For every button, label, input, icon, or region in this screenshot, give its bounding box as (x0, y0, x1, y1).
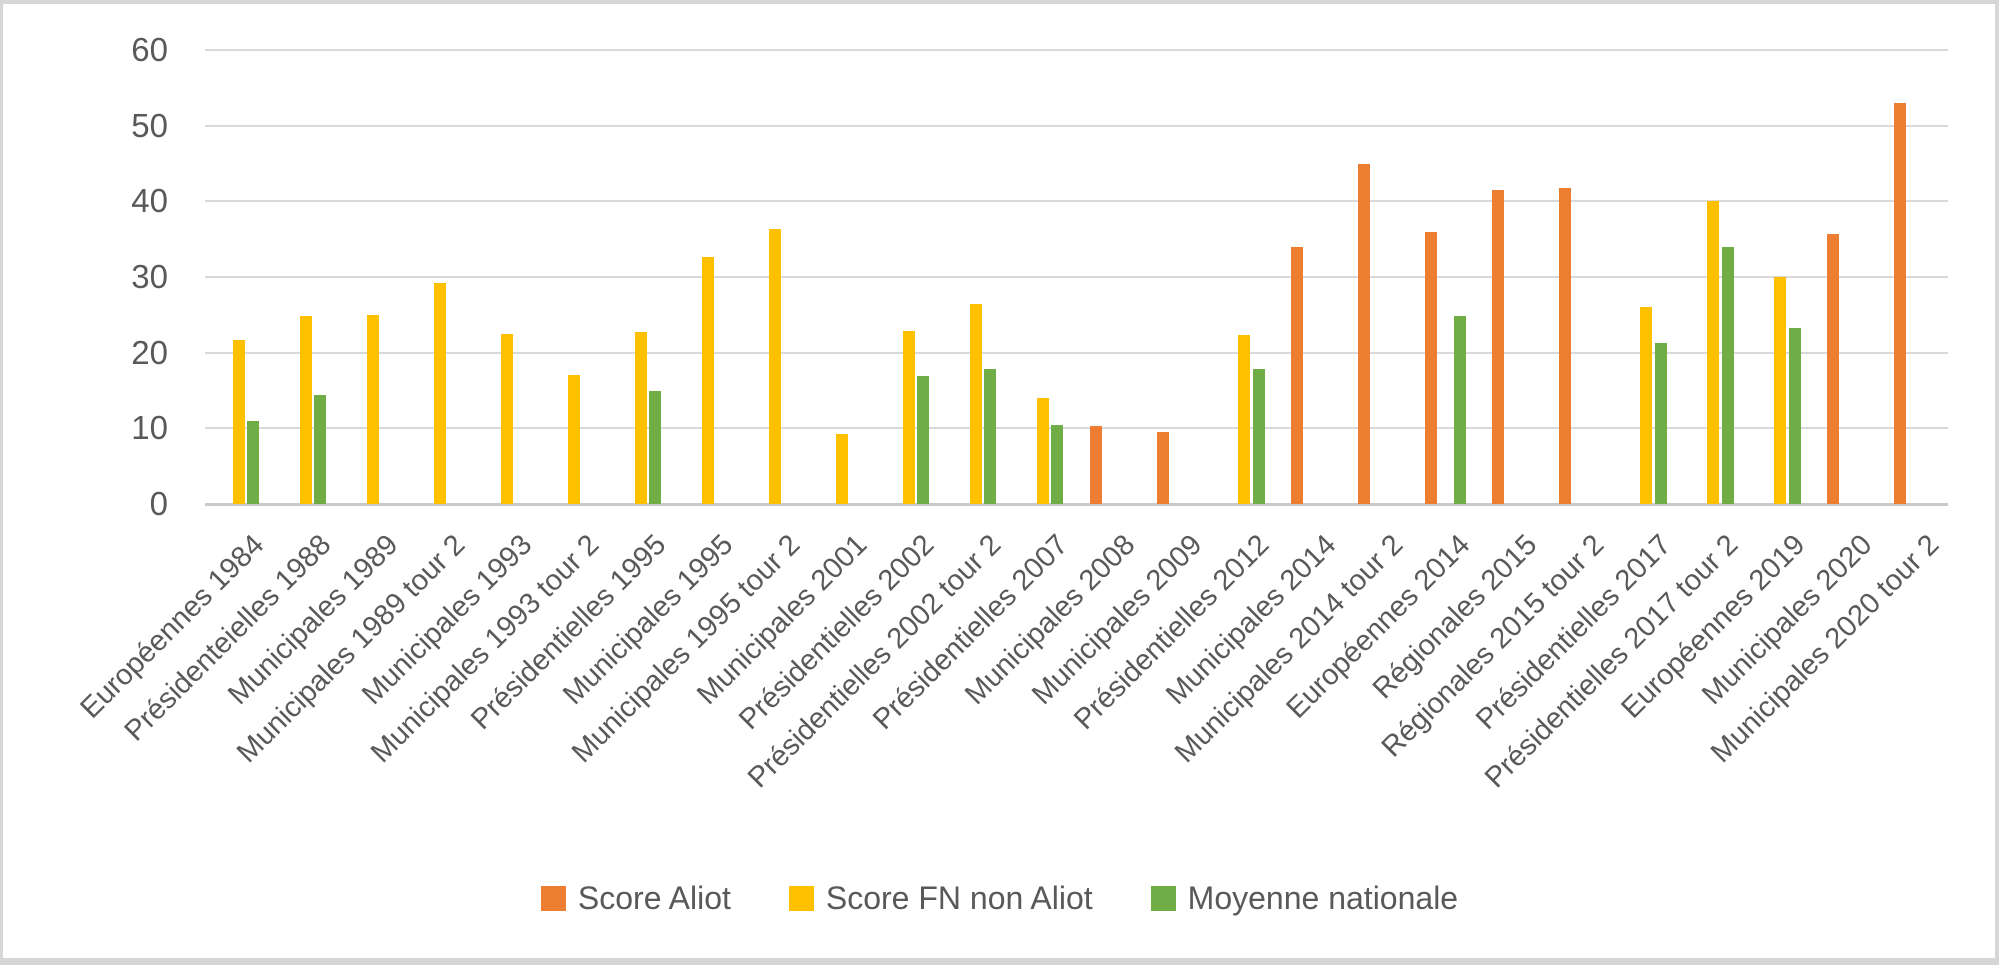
y-axis-label-40: 40 (131, 182, 168, 220)
legend-swatch-score-fn-non-aliot (788, 885, 814, 911)
frame-top (0, 0, 1999, 4)
bar-moyenne-nationale-pr-sidentielles-2017 (1654, 342, 1667, 504)
legend-item-score-fn-non-aliot: Score FN non Aliot (788, 879, 1093, 917)
bar-moyenne-nationale-pr-sidentielles-2002 (917, 376, 930, 504)
bar-moyenne-nationale-pr-sidentielles-2012 (1252, 368, 1265, 504)
bar-score-fn-non-aliot-pr-sidentielles-2002-tour-2 (969, 304, 982, 504)
y-axis-label-0: 0 (149, 485, 168, 522)
x-axis-line (205, 503, 1948, 506)
bar-score-fn-non-aliot-pr-sidentielles-2007 (1036, 398, 1049, 504)
frame-bottom (0, 958, 1999, 965)
bar-score-fn-non-aliot-municipales-1989-tour-2 (433, 283, 446, 504)
bar-score-aliot-municipales-2008 (1089, 426, 1102, 504)
bar-score-aliot-municipales-2014 (1290, 246, 1303, 504)
y-axis-label-30: 30 (131, 258, 168, 295)
gridline-50 (205, 124, 1948, 127)
bar-score-fn-non-aliot-municipales-1995-tour-2 (768, 229, 781, 504)
y-axis-label-20: 20 (131, 333, 168, 371)
bar-score-fn-non-aliot-municipales-1995 (701, 257, 714, 504)
bar-score-fn-non-aliot-pr-sidentielles-2017 (1640, 307, 1653, 504)
y-axis-label-60: 60 (131, 31, 168, 68)
bar-moyenne-nationale-pr-sidentielles-1995 (649, 390, 662, 504)
frame-left (0, 0, 3, 965)
bar-score-aliot-municipales-2009 (1156, 432, 1169, 504)
bar-moyenne-nationale-pr-sidentielles-2007 (1051, 425, 1064, 504)
bar-score-fn-non-aliot-pr-sidentielles-2012 (1238, 334, 1251, 504)
bar-score-aliot-municipales-2014-tour-2 (1357, 163, 1370, 504)
legend-item-score-aliot: Score Aliot (540, 879, 731, 917)
bar-score-aliot-r-gionales-2015 (1491, 189, 1504, 504)
bar-moyenne-nationale-pr-sidenteielles-1988 (314, 395, 327, 504)
bar-score-fn-non-aliot-municipales-1993 (500, 333, 513, 504)
legend-swatch-moyenne-nationale (1150, 885, 1176, 911)
legend-item-moyenne-nationale: Moyenne nationale (1150, 879, 1459, 917)
bar-moyenne-nationale-pr-sidentielles-2002-tour-2 (984, 369, 997, 504)
gridline-10 (205, 427, 1948, 430)
gridline-60 (205, 49, 1948, 51)
bar-score-fn-non-aliot-pr-sidentielles-1995 (634, 332, 647, 504)
bar-score-aliot-municipales-2020-tour-2 (1893, 102, 1906, 504)
bar-score-fn-non-aliot-municipales-1993-tour-2 (567, 375, 580, 504)
bar-score-fn-non-aliot-europ-ennes-2019 (1774, 277, 1787, 504)
legend-label-score-aliot: Score Aliot (577, 879, 731, 916)
gridline-30 (205, 276, 1948, 278)
bar-score-aliot-europ-ennes-2014 (1424, 232, 1437, 504)
legend-label-score-fn-non-aliot: Score FN non Aliot (825, 879, 1093, 916)
frame-right (1995, 0, 1999, 965)
bar-score-fn-non-aliot-europ-ennes-1984 (232, 339, 245, 504)
bar-score-fn-non-aliot-pr-sidentielles-2017-tour-2 (1707, 201, 1720, 504)
bar-score-aliot-r-gionales-2015-tour-2 (1558, 187, 1571, 504)
bar-moyenne-nationale-europ-ennes-2014 (1453, 315, 1466, 504)
bar-moyenne-nationale-pr-sidentielles-2017-tour-2 (1721, 247, 1734, 504)
legend-swatch-score-aliot (540, 885, 566, 911)
bar-moyenne-nationale-europ-ennes-2019 (1788, 327, 1801, 504)
gridline-40 (205, 200, 1948, 203)
bar-score-fn-non-aliot-pr-sidenteielles-1988 (299, 315, 312, 504)
y-axis-label-50: 50 (131, 106, 168, 144)
gridline-20 (205, 351, 1948, 354)
y-axis-label-10: 10 (131, 409, 168, 447)
legend: Score Aliot Score FN non Aliot Moyenne n… (0, 874, 1999, 922)
bar-moyenne-nationale-europ-ennes-1984 (247, 420, 260, 504)
bar-score-fn-non-aliot-municipales-1989 (366, 314, 379, 504)
bar-score-fn-non-aliot-pr-sidentielles-2002 (902, 331, 915, 504)
legend-label-moyenne-nationale: Moyenne nationale (1187, 879, 1459, 916)
bar-score-aliot-municipales-2020 (1826, 233, 1839, 504)
bar-score-fn-non-aliot-municipales-2001 (835, 433, 848, 504)
